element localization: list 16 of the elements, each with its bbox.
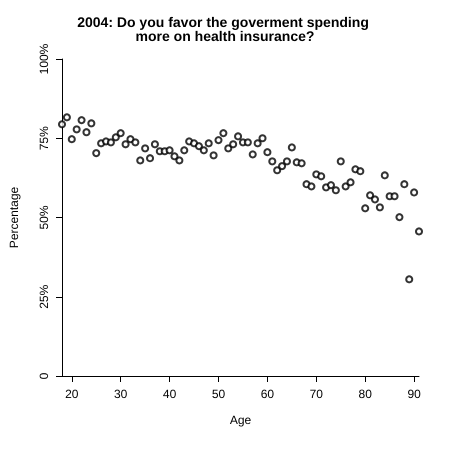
- y-tick-label: 0: [37, 372, 51, 380]
- x-tick-label: 20: [65, 387, 79, 401]
- chart-title: 2004: Do you favor the goverment spending more on health insurance?: [77, 14, 373, 44]
- x-tick-label: 50: [212, 387, 226, 401]
- y-tick-label: 50%: [37, 205, 51, 230]
- y-tick-label: 75%: [37, 126, 51, 150]
- x-tick-label: 90: [407, 387, 422, 401]
- x-tick-label: 60: [260, 387, 274, 401]
- y-tick-label: 100%: [37, 43, 51, 74]
- y-axis-title: Percentage: [7, 186, 21, 248]
- x-tick-label: 40: [162, 387, 177, 401]
- x-tick-label: 80: [358, 387, 372, 401]
- y-tick-label: 25%: [37, 284, 51, 309]
- x-tick-label: 30: [114, 387, 128, 401]
- x-tick-label: 70: [310, 387, 324, 401]
- x-axis-title: Age: [230, 413, 252, 427]
